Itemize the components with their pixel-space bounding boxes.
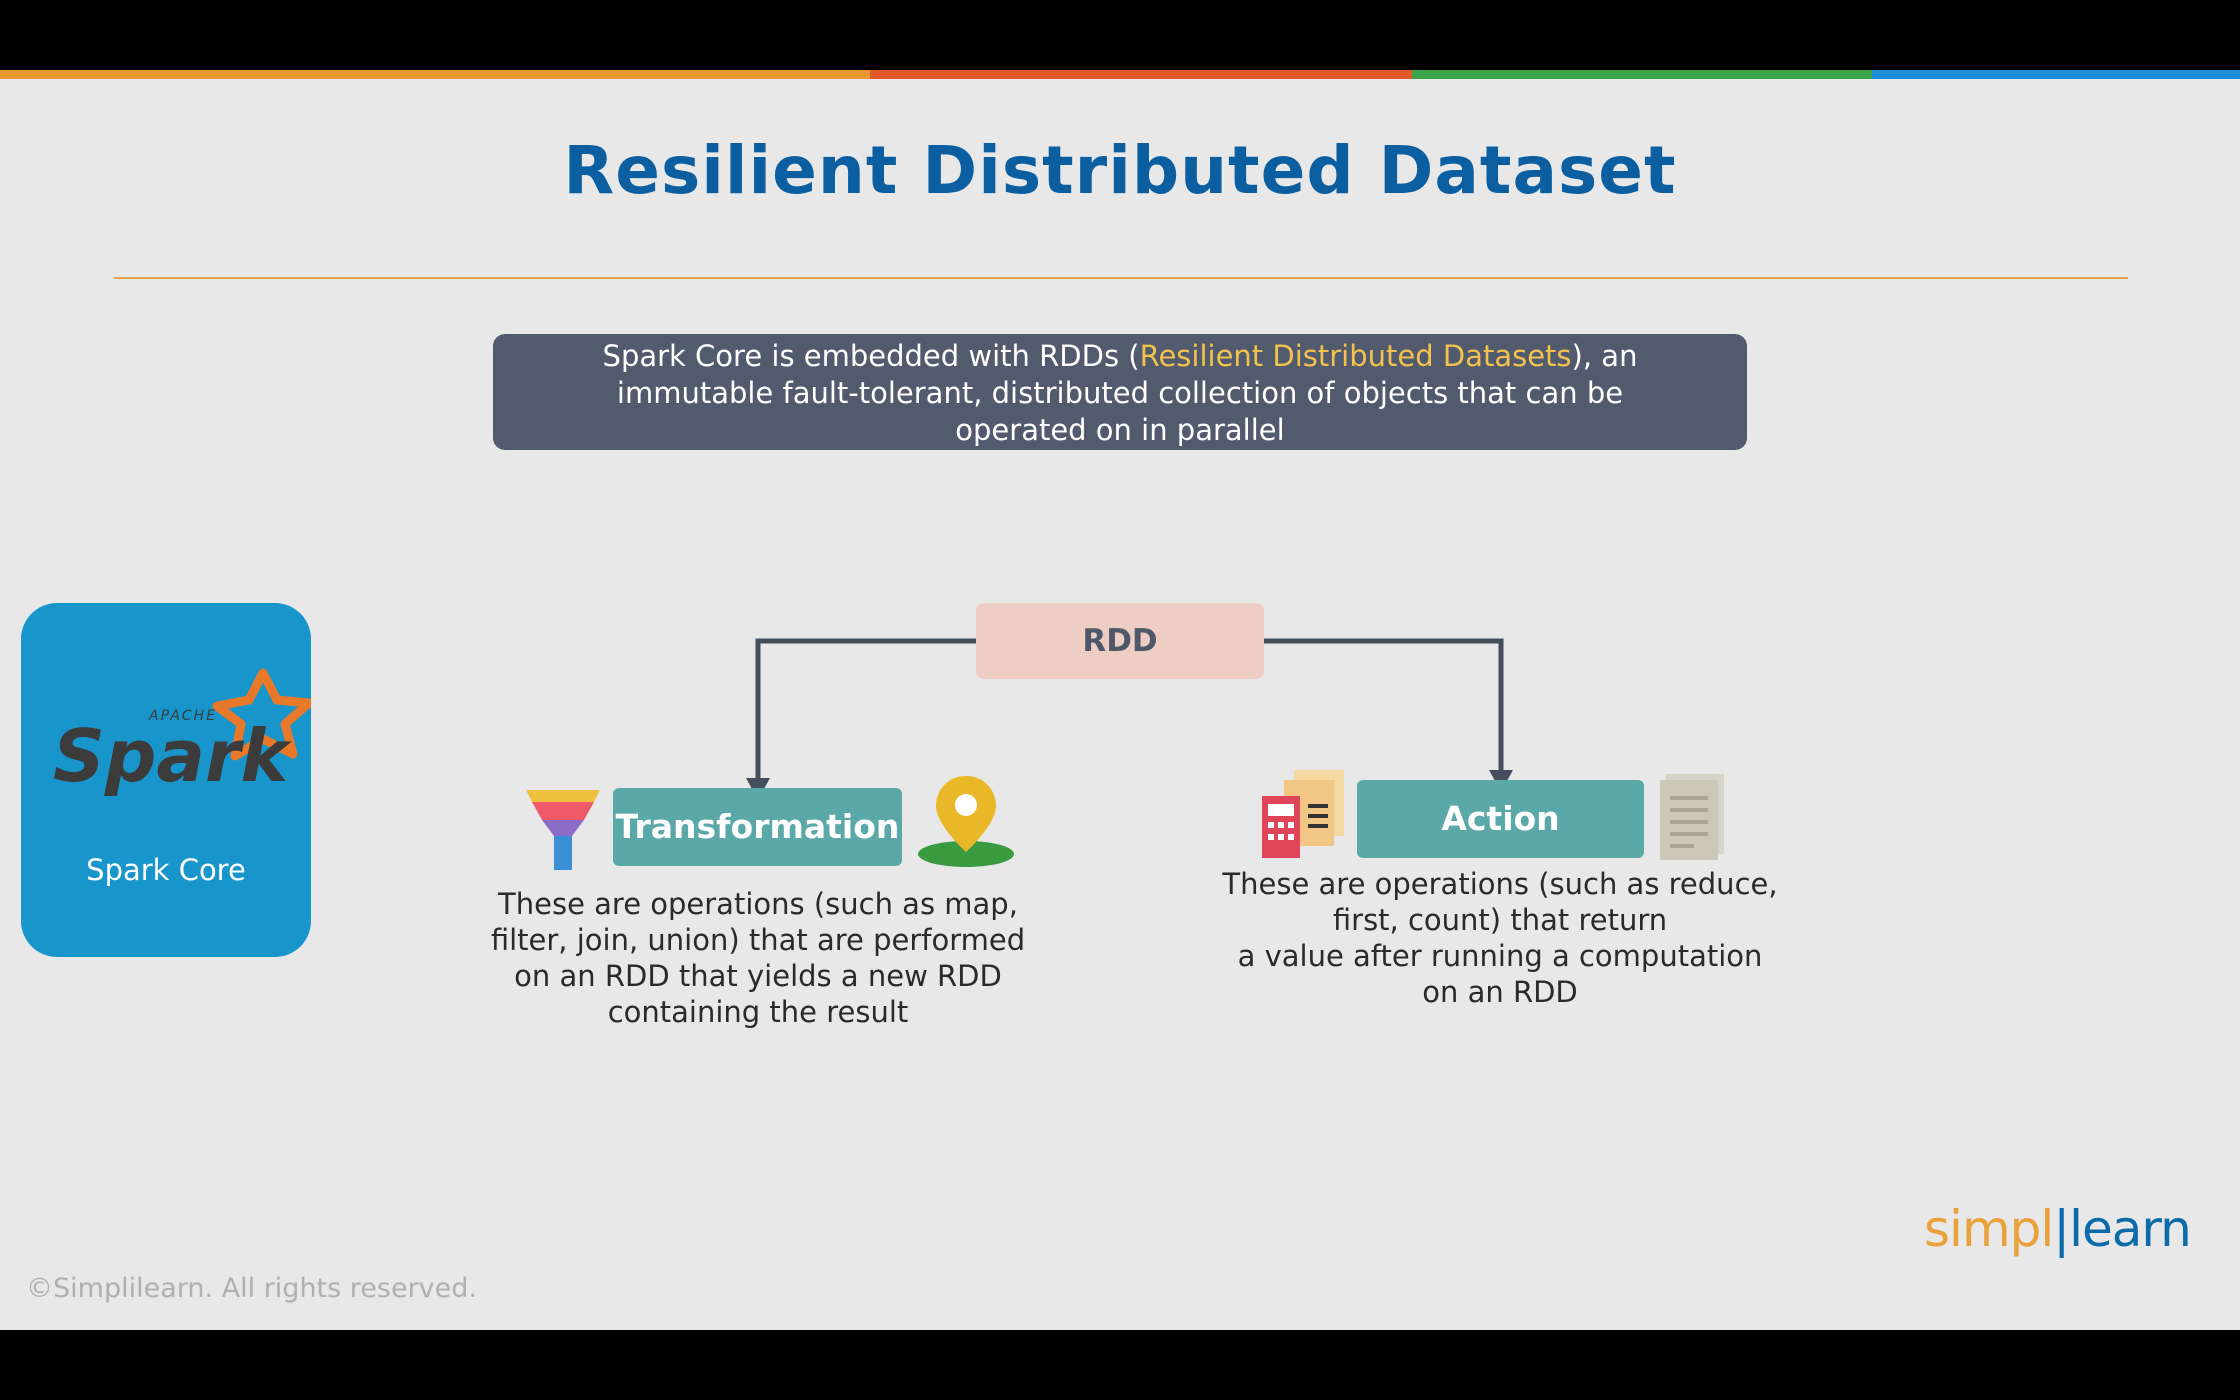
apache-label: APACHE: [148, 708, 217, 724]
spark-core-label: Spark Core: [86, 853, 246, 887]
spark-core-card: APACHE Spark Spark Core: [21, 603, 311, 957]
apache-spark-logo: APACHE Spark: [53, 668, 311, 798]
brand-part2: learn: [2069, 1200, 2192, 1258]
stripe-blue: [1872, 70, 2240, 79]
action-description-line: a value after running a computation: [1237, 939, 1763, 973]
action-description-line: first, count) that return: [1332, 903, 1668, 937]
document-icon: [1660, 774, 1724, 860]
action-node: Action: [1357, 780, 1644, 858]
transformation-description-line: containing the result: [607, 995, 909, 1029]
simplilearn-logo: simpl|learn: [1924, 1200, 2192, 1258]
spark-wordmark: Spark: [53, 714, 292, 798]
diagram-connectors: [746, 638, 1513, 800]
description-highlight: Resilient Distributed Datasets: [1139, 339, 1572, 373]
stripe-green: [1412, 70, 1872, 79]
transformation-description-line: on an RDD that yields a new RDD: [514, 959, 1002, 993]
slide: Resilient Distributed Dataset Spark Core…: [0, 70, 2240, 1330]
brand-divider: |: [2053, 1200, 2070, 1258]
title-divider: [114, 277, 2128, 279]
stripe-orange: [0, 70, 870, 79]
funnel-icon: [526, 790, 600, 870]
transformation-node: Transformation: [613, 788, 902, 866]
rdd-node: RDD: [976, 603, 1264, 679]
connector-rdd-action: [1264, 638, 1504, 774]
brand-part1: simpl: [1924, 1200, 2054, 1258]
stripe-red: [870, 70, 1412, 79]
action-description: These are operations (such as reduce, fi…: [1170, 866, 1830, 1010]
copyright-notice: ©Simplilearn. All rights reserved.: [26, 1273, 477, 1304]
documents-calculator-icon: [1262, 770, 1344, 858]
spark-star-icon: [212, 668, 311, 761]
action-description-line: These are operations (such as reduce,: [1222, 867, 1778, 901]
slide-title: Resilient Distributed Dataset: [563, 132, 1677, 209]
action-description-line: on an RDD: [1422, 975, 1578, 1009]
transformation-description-line: filter, join, union) that are performed: [490, 923, 1026, 957]
letterbox-bottom: [0, 1330, 2240, 1400]
rdd-description-box: Spark Core is embedded with RDDs (Resili…: [493, 334, 1747, 450]
connector-rdd-transformation: [755, 638, 976, 782]
description-text-end: ), an immutable fault-tolerant, distribu…: [616, 339, 1638, 447]
transformation-description-line: These are operations (such as map,: [498, 887, 1018, 921]
location-pin-icon: [918, 776, 1014, 867]
description-text: Spark Core is embedded with RDDs (: [602, 339, 1140, 373]
transformation-description: These are operations (such as map, filte…: [430, 886, 1086, 1030]
